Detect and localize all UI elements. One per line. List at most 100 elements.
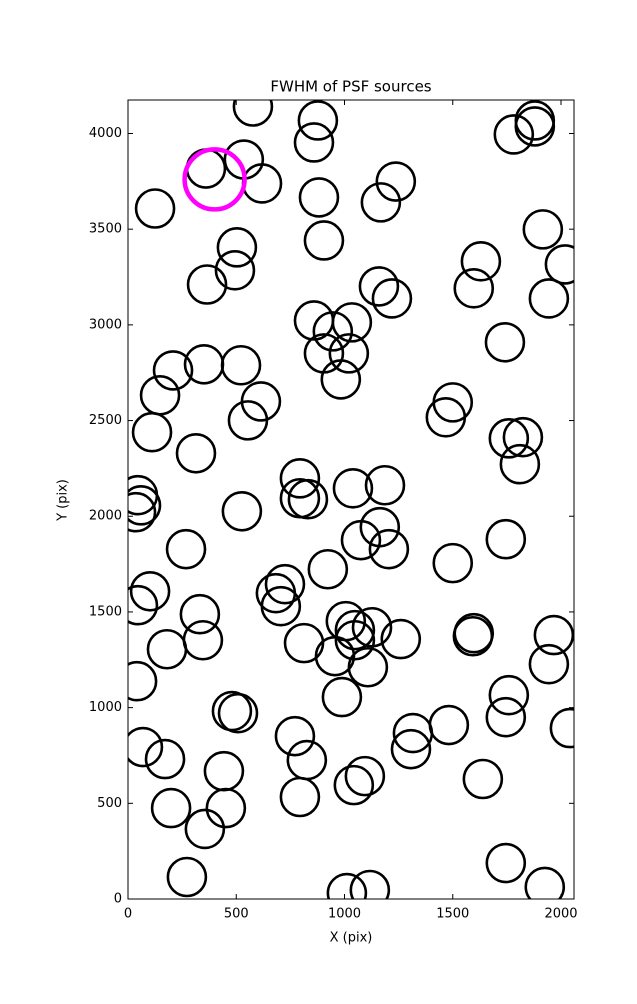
- source-marker: [216, 227, 258, 268]
- y-tick-label: 2000: [89, 509, 122, 524]
- source-marker: [166, 856, 208, 898]
- source-marker: [144, 738, 186, 780]
- source-marker: [297, 100, 339, 141]
- source-marker: [484, 321, 526, 363]
- y-tick-label: 4000: [89, 126, 122, 141]
- source-marker: [312, 311, 354, 352]
- source-marker: [364, 464, 406, 506]
- source-marker: [217, 692, 259, 734]
- y-tick-label: 500: [97, 796, 122, 811]
- source-marker: [134, 188, 176, 229]
- source-marker: [488, 674, 530, 716]
- source-marker: [528, 278, 570, 319]
- source-marker: [232, 100, 274, 127]
- source-marker: [432, 542, 474, 584]
- source-marker: [264, 563, 306, 605]
- source-marker: [128, 584, 159, 626]
- x-tick-label: 2000: [544, 907, 577, 922]
- source-marker: [425, 397, 467, 438]
- source-marker: [462, 758, 504, 800]
- source-marker: [128, 485, 162, 526]
- source-marker: [368, 528, 410, 570]
- source-marker: [340, 519, 382, 561]
- source-marker: [528, 643, 570, 685]
- source-marker: [522, 209, 564, 250]
- chart-title: FWHM of PSF sources: [270, 78, 431, 96]
- source-marker: [307, 548, 349, 590]
- source-marker: [179, 593, 221, 635]
- source-marker: [320, 359, 362, 400]
- source-marker: [283, 622, 325, 664]
- y-tick-label: 1000: [89, 700, 122, 715]
- source-marker: [349, 869, 391, 899]
- source-marker: [175, 432, 217, 474]
- source-marker: [298, 177, 340, 218]
- x-tick-label: 0: [124, 907, 132, 922]
- source-marker: [128, 491, 157, 533]
- source-marker: [358, 266, 400, 307]
- source-marker: [287, 478, 329, 520]
- source-marker: [274, 715, 316, 757]
- source-marker: [533, 614, 574, 656]
- source-marker: [165, 528, 207, 570]
- source-marker: [390, 728, 432, 770]
- x-tick-label: 500: [224, 907, 249, 922]
- source-marker: [303, 220, 345, 261]
- source-marker: [279, 776, 321, 818]
- source-marker: [392, 712, 434, 754]
- source-marker: [344, 755, 386, 797]
- axes-frame: [127, 99, 575, 900]
- source-marker: [260, 585, 302, 627]
- source-marker: [221, 490, 263, 532]
- source-marker: [214, 250, 256, 291]
- source-marker: [549, 707, 574, 749]
- source-marker: [332, 468, 374, 509]
- source-marker: [375, 161, 417, 202]
- source-marker: [502, 416, 544, 458]
- source-marker: [128, 660, 158, 702]
- y-axis-label: Y (pix): [56, 479, 71, 522]
- x-tick-label: 1500: [436, 907, 469, 922]
- source-marker: [347, 646, 389, 688]
- source-marker: [186, 264, 228, 305]
- source-marker: [279, 458, 321, 499]
- source-marker: [293, 122, 335, 163]
- source-marker: [333, 764, 375, 806]
- source-marker: [514, 106, 556, 147]
- source-marker: [371, 278, 413, 319]
- source-marker: [453, 268, 495, 309]
- y-tick-label: 2500: [89, 413, 122, 428]
- source-marker: [544, 244, 574, 285]
- y-tick-label: 1500: [89, 604, 122, 619]
- source-marker: [182, 147, 247, 212]
- source-marker: [152, 350, 194, 391]
- source-marker: [146, 628, 188, 670]
- source-marker: [128, 726, 164, 768]
- plot-area: [128, 100, 574, 899]
- source-marker: [360, 182, 402, 223]
- source-marker: [485, 842, 527, 884]
- source-marker: [328, 333, 370, 374]
- y-tick-label: 3500: [89, 222, 122, 237]
- source-marker: [326, 872, 368, 899]
- source-marker: [183, 343, 225, 385]
- source-marker: [493, 114, 535, 155]
- source-marker: [380, 618, 422, 660]
- source-marker: [131, 411, 173, 453]
- x-tick-label: 1000: [328, 907, 361, 922]
- source-marker: [227, 400, 269, 441]
- source-marker: [150, 787, 192, 829]
- source-marker: [524, 866, 566, 899]
- source-marker: [321, 676, 363, 718]
- source-marker: [334, 609, 376, 651]
- source-marker: [331, 302, 373, 343]
- source-marker: [499, 443, 541, 485]
- source-marker: [129, 570, 171, 612]
- source-marker: [485, 696, 527, 738]
- source-marker: [460, 241, 502, 282]
- y-tick-label: 3000: [89, 317, 122, 332]
- source-marker: [205, 787, 247, 829]
- source-marker: [488, 418, 530, 459]
- y-tick-label: 0: [114, 892, 122, 907]
